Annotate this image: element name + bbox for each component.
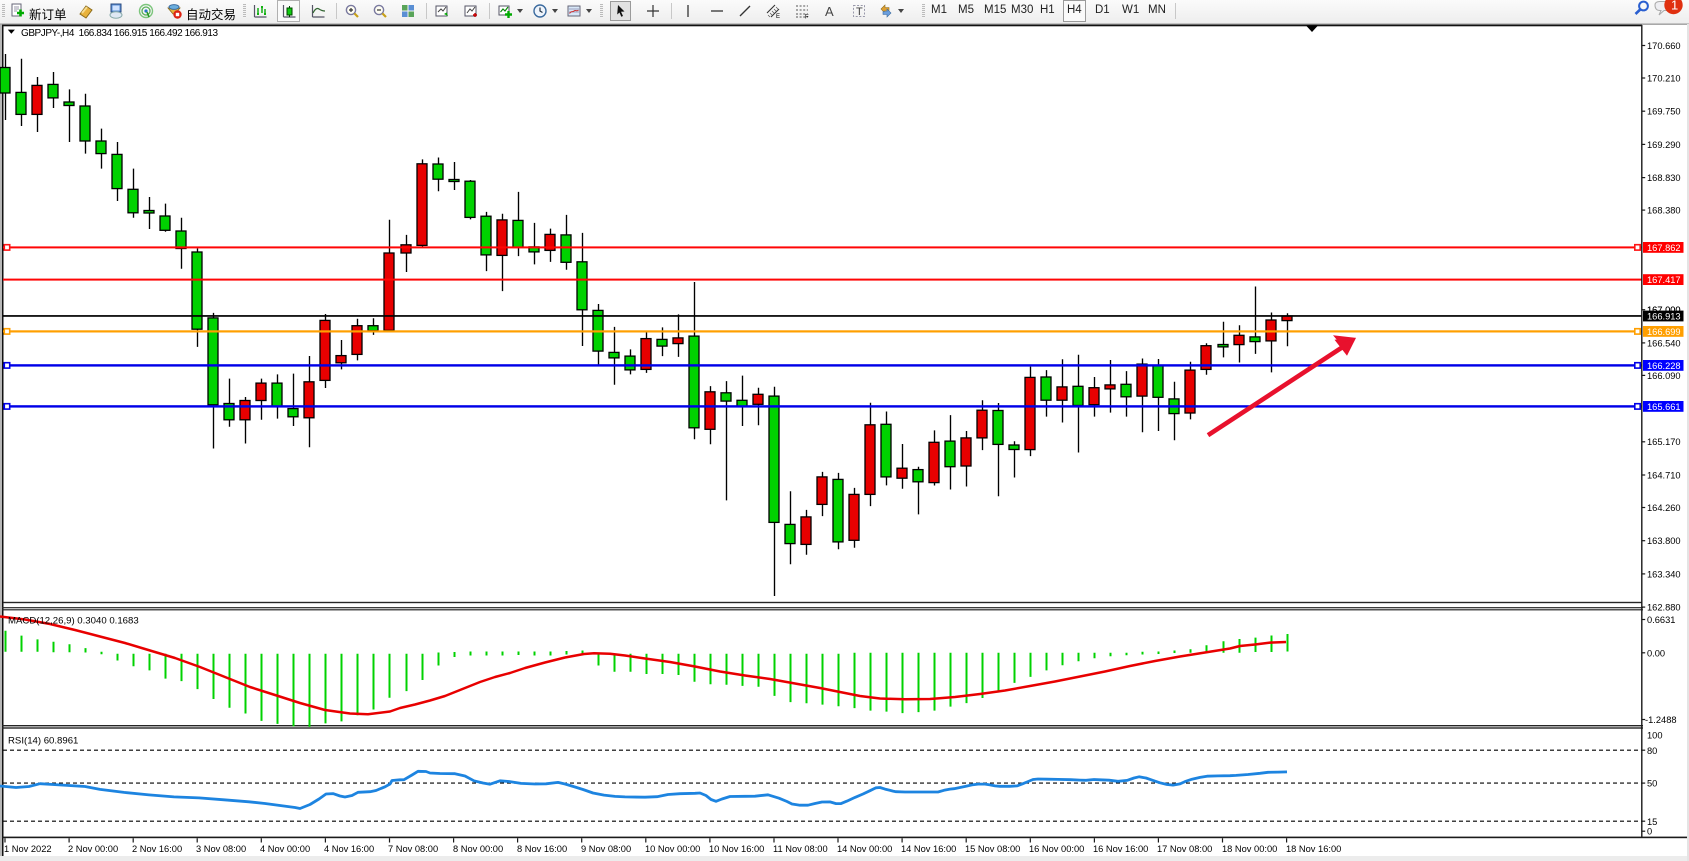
svg-text:4 Nov 16:00: 4 Nov 16:00 [324, 844, 374, 854]
svg-text:10 Nov 16:00: 10 Nov 16:00 [709, 844, 764, 854]
svg-text:164.710: 164.710 [1647, 470, 1681, 480]
svg-text:167.862: 167.862 [1647, 243, 1681, 253]
svg-text:F: F [805, 15, 809, 20]
svg-text:15: 15 [1647, 817, 1657, 827]
svg-text:15 Nov 08:00: 15 Nov 08:00 [965, 844, 1020, 854]
svg-text:18 Nov 16:00: 18 Nov 16:00 [1286, 844, 1341, 854]
svg-text:167.417: 167.417 [1647, 275, 1681, 285]
svg-text:166.699: 166.699 [1647, 327, 1681, 337]
svg-text:4 Nov 00:00: 4 Nov 00:00 [260, 844, 310, 854]
svg-text:165.170: 165.170 [1647, 437, 1681, 447]
svg-text:166.090: 166.090 [1647, 371, 1681, 381]
svg-text:2 Nov 16:00: 2 Nov 16:00 [132, 844, 182, 854]
svg-text:14 Nov 16:00: 14 Nov 16:00 [901, 844, 956, 854]
svg-text:14 Nov 00:00: 14 Nov 00:00 [837, 844, 892, 854]
svg-text:0.00: 0.00 [1647, 648, 1665, 658]
svg-text:1: 1 [1671, 0, 1678, 13]
svg-text:11 Nov 08:00: 11 Nov 08:00 [773, 844, 828, 854]
svg-text:2 Nov 00:00: 2 Nov 00:00 [68, 844, 118, 854]
svg-text:GBPJPY-,H4 166.834 166.915 16: GBPJPY-,H4 166.834 166.915 166.492 166.9… [21, 28, 218, 39]
svg-text:18 Nov 00:00: 18 Nov 00:00 [1222, 844, 1277, 854]
svg-text:16 Nov 00:00: 16 Nov 00:00 [1029, 844, 1084, 854]
svg-text:167.000: 167.000 [1647, 305, 1681, 315]
svg-text:169.750: 169.750 [1647, 107, 1681, 117]
svg-text:3 Nov 08:00: 3 Nov 08:00 [196, 844, 246, 854]
svg-text:100: 100 [1647, 730, 1663, 740]
svg-text:-1.2488: -1.2488 [1645, 715, 1677, 725]
svg-text:167.000: 167.000 [1647, 305, 1681, 315]
svg-text:170.660: 170.660 [1647, 41, 1681, 51]
svg-text:10 Nov 00:00: 10 Nov 00:00 [645, 844, 700, 854]
svg-text:0: 0 [1647, 826, 1652, 836]
svg-text:162.880: 162.880 [1647, 603, 1681, 613]
svg-text:169.290: 169.290 [1647, 140, 1681, 150]
svg-text:168.380: 168.380 [1647, 206, 1681, 216]
svg-text:168.830: 168.830 [1647, 173, 1681, 183]
svg-text:MACD(12,26,9) 0.3040 0.1683: MACD(12,26,9) 0.3040 0.1683 [8, 616, 139, 627]
svg-text:170.210: 170.210 [1647, 73, 1681, 83]
svg-text:165.661: 165.661 [1647, 402, 1681, 412]
svg-text:50: 50 [1647, 779, 1657, 789]
svg-text:A: A [825, 4, 834, 19]
svg-text:164.260: 164.260 [1647, 503, 1681, 513]
svg-text:T: T [856, 6, 863, 18]
svg-text:166.913: 166.913 [1647, 312, 1681, 322]
svg-text:7 Nov 08:00: 7 Nov 08:00 [388, 844, 438, 854]
svg-text:8 Nov 16:00: 8 Nov 16:00 [517, 844, 567, 854]
svg-text:1 Nov 2022: 1 Nov 2022 [4, 844, 52, 854]
svg-text:RSI(14) 60.8961: RSI(14) 60.8961 [8, 736, 78, 747]
svg-text:0.6631: 0.6631 [1647, 615, 1675, 625]
svg-text:9 Nov 08:00: 9 Nov 08:00 [581, 844, 631, 854]
svg-text:166.228: 166.228 [1647, 361, 1681, 371]
svg-text:E: E [776, 14, 780, 19]
svg-text:166.540: 166.540 [1647, 338, 1681, 348]
svg-text:16 Nov 16:00: 16 Nov 16:00 [1093, 844, 1148, 854]
svg-text:80: 80 [1647, 746, 1657, 756]
svg-text:8 Nov 00:00: 8 Nov 00:00 [453, 844, 503, 854]
svg-text:17 Nov 08:00: 17 Nov 08:00 [1157, 844, 1212, 854]
svg-text:163.340: 163.340 [1647, 569, 1681, 579]
svg-text:163.800: 163.800 [1647, 536, 1681, 546]
